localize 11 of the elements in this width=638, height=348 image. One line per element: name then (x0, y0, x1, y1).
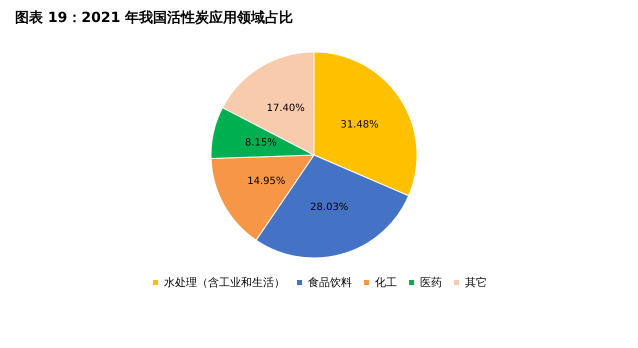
data-label: 8.15% (244, 138, 277, 149)
legend-label: 医药 (420, 276, 442, 289)
legend-label: 水处理（含工业和生活） (164, 276, 285, 289)
data-label: 17.40% (266, 102, 305, 114)
legend-label: 其它 (465, 276, 487, 289)
chart-title: 图表 19：2021 年我国活性炭应用领域占比 (15, 9, 294, 26)
data-label: 28.03% (310, 202, 348, 213)
data-label: 31.48% (340, 120, 379, 131)
legend-label: 食品饮料 (308, 276, 352, 289)
legend-label: 化工 (375, 276, 397, 289)
data-label: 14.95% (247, 176, 286, 187)
